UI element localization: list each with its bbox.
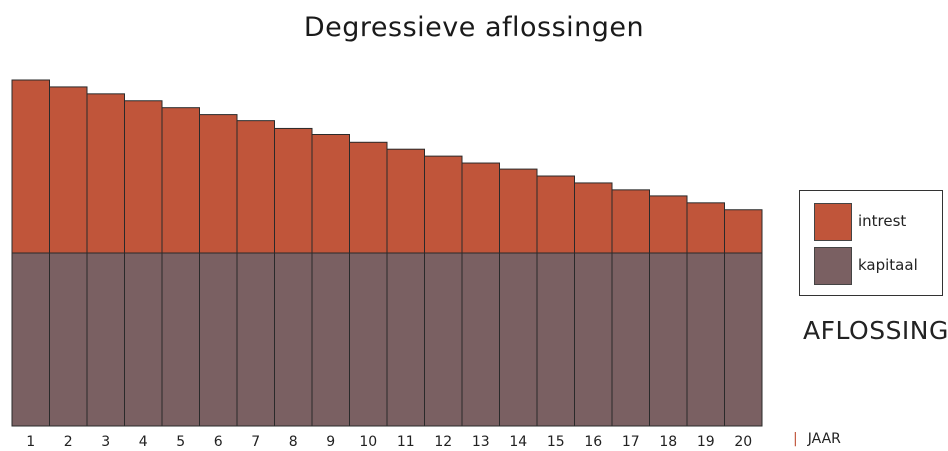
x-tick-label-3: 3 — [101, 434, 110, 450]
x-tick-label-9: 9 — [326, 434, 335, 450]
x-tick-label-16: 16 — [584, 434, 602, 450]
x-tick-label-8: 8 — [289, 434, 298, 450]
x-tick-label-5: 5 — [176, 434, 185, 450]
bar-kapitaal-20 — [724, 252, 763, 427]
x-tick-label-12: 12 — [434, 434, 452, 450]
x-axis-label-container: | JAAR — [793, 431, 841, 447]
legend-swatch-intrest — [814, 203, 852, 241]
bar-kapitaal-5 — [161, 252, 200, 427]
x-tick-label-15: 15 — [547, 434, 565, 450]
bar-kapitaal-12 — [424, 252, 463, 427]
bar-kapitaal-11 — [386, 252, 425, 427]
legend-label-intrest: intrest — [858, 212, 907, 230]
bar-intrest-7 — [236, 120, 275, 254]
bar-intrest-19 — [686, 202, 725, 254]
bar-kapitaal-9 — [311, 252, 350, 427]
bar-intrest-9 — [311, 133, 350, 254]
bar-kapitaal-17 — [611, 252, 650, 427]
legend-swatch-kapitaal — [814, 247, 852, 285]
bar-intrest-3 — [86, 93, 125, 254]
x-tick-label-20: 20 — [734, 434, 752, 450]
bar-intrest-16 — [574, 182, 613, 254]
x-tick-label-18: 18 — [659, 434, 677, 450]
x-tick-label-4: 4 — [139, 434, 148, 450]
bar-group — [11, 79, 763, 427]
bar-kapitaal-1 — [11, 252, 50, 427]
bar-kapitaal-13 — [461, 252, 500, 427]
chart-title: Degressieve aflossingen — [303, 12, 645, 43]
bar-intrest-1 — [11, 79, 50, 254]
bar-kapitaal-16 — [574, 252, 613, 427]
bar-kapitaal-6 — [199, 252, 238, 427]
x-tick-label-13: 13 — [472, 434, 490, 450]
x-axis-marker: | — [793, 431, 798, 447]
bar-kapitaal-3 — [86, 252, 125, 427]
x-tick-label-19: 19 — [697, 434, 715, 450]
bar-intrest-12 — [424, 155, 463, 254]
bar-kapitaal-19 — [686, 252, 725, 427]
x-tick-label-6: 6 — [214, 434, 223, 450]
bar-kapitaal-2 — [49, 252, 88, 427]
bar-kapitaal-15 — [536, 252, 575, 427]
bar-intrest-8 — [274, 127, 313, 254]
bar-intrest-4 — [124, 100, 163, 254]
bar-kapitaal-14 — [499, 252, 538, 427]
bar-intrest-6 — [199, 114, 238, 254]
bar-intrest-5 — [161, 107, 200, 254]
bar-kapitaal-8 — [274, 252, 313, 427]
bar-intrest-18 — [649, 195, 688, 254]
x-tick-label-2: 2 — [64, 434, 73, 450]
bar-intrest-2 — [49, 86, 88, 254]
legend: intrest kapitaal — [799, 190, 943, 296]
x-tick-label-11: 11 — [397, 434, 415, 450]
bar-intrest-15 — [536, 175, 575, 254]
x-tick-label-7: 7 — [251, 434, 260, 450]
bar-intrest-17 — [611, 189, 650, 254]
x-tick-label-1: 1 — [26, 434, 35, 450]
x-axis-label: JAAR — [807, 431, 841, 447]
x-tick-label-14: 14 — [509, 434, 527, 450]
bar-kapitaal-10 — [349, 252, 388, 427]
bar-intrest-14 — [499, 168, 538, 254]
y-axis-label: AFLOSSING — [803, 316, 948, 345]
bar-intrest-10 — [349, 141, 388, 254]
bar-intrest-13 — [461, 162, 500, 254]
bar-kapitaal-7 — [236, 252, 275, 427]
bar-intrest-20 — [724, 209, 763, 254]
bar-kapitaal-4 — [124, 252, 163, 427]
legend-label-kapitaal: kapitaal — [858, 256, 918, 274]
x-tick-labels: 1 2 3 4 5 6 7 8 9 10 11 12 13 14 15 16 17 18 19 20 — [26, 434, 752, 450]
bar-kapitaal-18 — [649, 252, 688, 427]
x-tick-label-10: 10 — [359, 434, 377, 450]
x-tick-label-17: 17 — [622, 434, 640, 450]
bar-intrest-11 — [386, 148, 425, 254]
